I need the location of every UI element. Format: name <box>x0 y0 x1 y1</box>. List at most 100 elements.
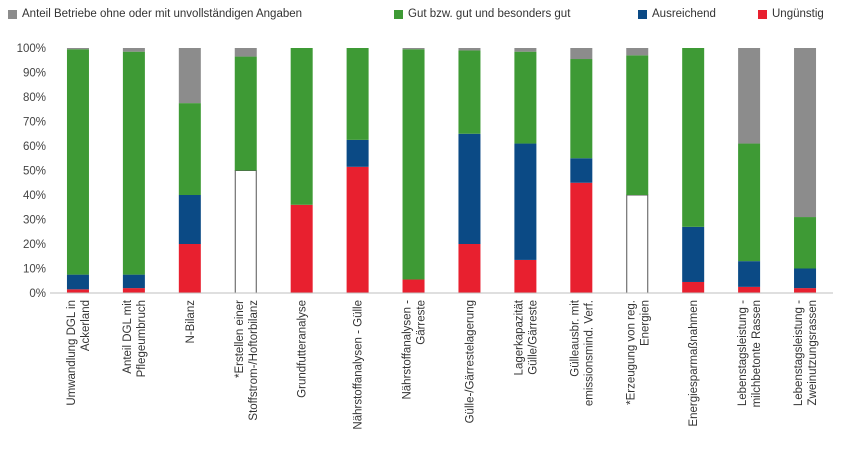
category-label: milchbetonte Rassen <box>751 300 763 407</box>
bar-segment <box>66 274 89 290</box>
bar-segment <box>122 48 145 52</box>
y-tick-label: 0% <box>29 288 46 300</box>
legend-label: Ungünstig <box>772 8 824 20</box>
category-label: Umwandlung DGL in <box>66 300 78 406</box>
bar-segment <box>290 204 313 293</box>
bar-segment <box>122 274 145 289</box>
bar-segment <box>626 48 649 56</box>
bar-segment <box>290 48 313 205</box>
bar-segment <box>738 286 761 293</box>
bar-segment <box>402 48 425 50</box>
bars <box>66 48 817 294</box>
bar-segment <box>514 51 537 144</box>
bar-segment <box>458 244 481 293</box>
bar-segment <box>178 195 201 244</box>
bar-segment <box>682 281 705 293</box>
bar-segment <box>682 226 705 282</box>
legend-item-unguenstig: Ungünstig <box>758 8 824 20</box>
y-tick-label: 30% <box>23 215 46 227</box>
bar-segment <box>402 279 425 293</box>
y-tick-label: 60% <box>23 141 46 153</box>
bar-segment <box>794 48 817 218</box>
legend-label: Gut bzw. gut und besonders gut <box>408 8 571 20</box>
bar-segment <box>794 288 817 293</box>
y-tick-label: 10% <box>23 264 46 276</box>
y-tick-label: 90% <box>23 68 46 80</box>
bar-segment <box>794 217 817 269</box>
legend-swatch-blue <box>638 9 647 19</box>
y-tick-label: 100% <box>17 43 46 55</box>
category-label: Ackerland <box>80 300 92 351</box>
category-label: Zweinutzungsrassen <box>807 300 819 405</box>
y-axis: 0% 10% 20% 30% 40% 50% 60% 70% 80% 90% 100% <box>17 43 46 300</box>
bar-segment <box>570 158 593 183</box>
category-label: *Erstellen einer <box>234 300 246 378</box>
bar-segment <box>178 48 201 104</box>
bar-segment <box>458 48 481 51</box>
y-tick-label: 50% <box>23 166 46 178</box>
bar-segment <box>458 50 481 134</box>
legend-swatch-red <box>758 9 767 19</box>
category-label: Nährstoffanalysen - <box>402 300 414 400</box>
category-label: Lebenstagsleistung - <box>793 300 805 406</box>
x-axis: Umwandlung DGL in Ackerland Anteil DGL mit… <box>50 292 833 430</box>
bar-segment <box>626 55 649 195</box>
bar-segment <box>346 48 369 140</box>
bar-segment <box>346 139 369 167</box>
legend-swatch-green <box>394 9 403 19</box>
bar-segment <box>570 182 593 293</box>
bar-segment <box>794 268 817 289</box>
category-label: Gülle-/Gärrestelagerung <box>464 300 476 423</box>
y-tick-label: 80% <box>23 92 46 104</box>
bar-segment <box>66 49 89 275</box>
legend-label: Ausreichend <box>652 8 716 20</box>
category-label: Energiesparmaßnahmen <box>688 300 700 427</box>
legend-item-gut: Gut bzw. gut und besonders gut <box>394 8 570 20</box>
category-label: N-Bilanz <box>185 300 197 344</box>
bar-segment <box>738 48 761 144</box>
bar-segment <box>570 48 593 60</box>
bar-segment-blank <box>234 170 257 294</box>
bar-segment <box>514 48 537 52</box>
category-label: Energien <box>639 300 651 346</box>
category-label: Pflegeumbruch <box>136 300 148 377</box>
category-label: Stoffstrom-/Hoftorbilanz <box>248 300 260 421</box>
y-tick-label: 70% <box>23 117 46 129</box>
bar-segment <box>738 143 761 262</box>
bar-segment <box>122 288 145 293</box>
y-tick-label: 40% <box>23 190 46 202</box>
category-label: Lagerkapazität <box>513 299 525 375</box>
legend-swatch-gray <box>8 9 17 19</box>
bar-segment <box>234 56 257 171</box>
bar-segment <box>66 48 89 50</box>
category-label: Gülleausbr. mit <box>569 299 581 377</box>
bar-segment <box>178 244 201 293</box>
legend-item-ohne-angaben: Anteil Betriebe ohne oder mit unvollstän… <box>8 8 302 20</box>
category-label: Gärreste <box>416 300 428 345</box>
bar-segment <box>514 143 537 260</box>
category-label: emissionsmind. Verf. <box>583 300 595 406</box>
bar-segment <box>346 166 369 293</box>
category-label: Anteil DGL mit <box>122 299 134 374</box>
bar-segment <box>234 48 257 57</box>
bar-segment <box>458 133 481 244</box>
bar-segment <box>682 48 705 227</box>
legend-item-ausreichend: Ausreichend <box>638 8 716 20</box>
category-label: Lebenstagsleistung - <box>737 300 749 406</box>
bar-segment <box>402 49 425 280</box>
bar-segment <box>122 51 145 275</box>
category-label: Gülle/Gärreste <box>527 300 539 375</box>
category-label: *Erzeugung von reg. <box>625 300 637 405</box>
legend-label: Anteil Betriebe ohne oder mit unvollstän… <box>22 8 303 20</box>
chart-legend: Anteil Betriebe ohne oder mit unvollstän… <box>8 8 843 28</box>
category-label: Grundfutteranalyse <box>297 300 309 398</box>
bar-segment <box>514 259 537 293</box>
bar-segment <box>570 59 593 159</box>
bar-segment <box>738 261 761 287</box>
bar-segment <box>66 289 89 293</box>
category-label: Nährstoffanalysen - Gülle <box>353 300 365 430</box>
bar-segment <box>178 103 201 195</box>
y-tick-label: 20% <box>23 239 46 251</box>
bar-segment-blank <box>626 194 649 294</box>
